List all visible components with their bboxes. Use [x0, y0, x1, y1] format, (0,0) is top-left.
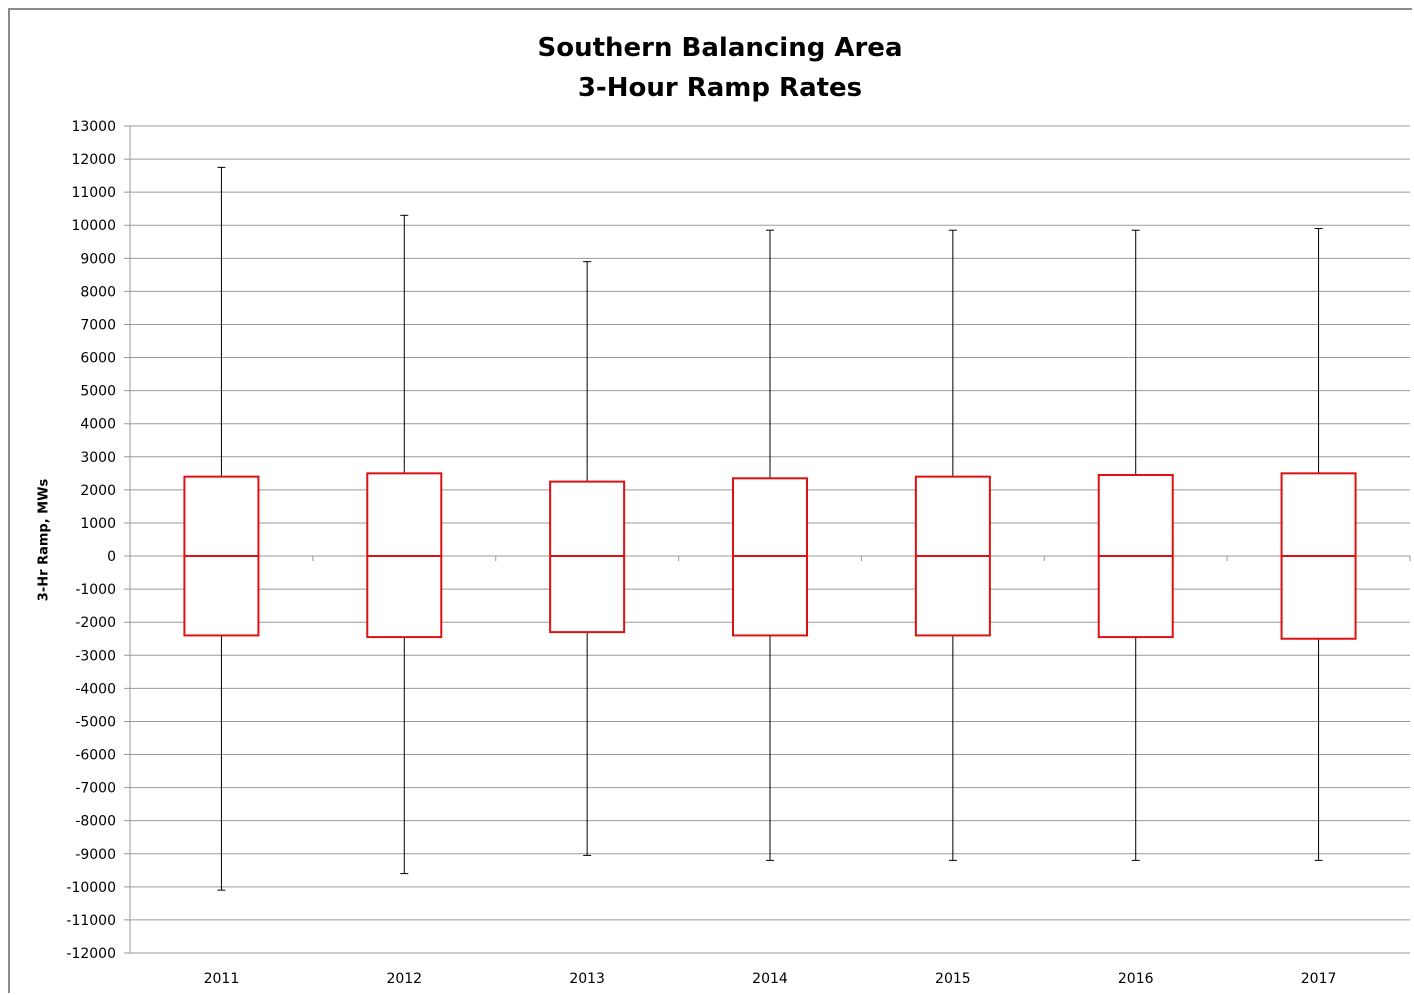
y-tick-label: -6000: [75, 748, 116, 764]
y-tick-label: 2000: [80, 483, 116, 499]
y-tick-label: 10000: [71, 218, 116, 234]
x-tick-label: 2015: [935, 971, 971, 987]
x-tick-label: 2016: [1118, 971, 1154, 987]
y-tick-label: 5000: [80, 384, 116, 400]
y-tick-label: -7000: [75, 781, 116, 797]
y-tick-label: 6000: [80, 351, 116, 367]
y-tick-label: -8000: [75, 814, 116, 830]
y-tick-label: 13000: [71, 119, 116, 135]
y-tick-label: -11000: [66, 913, 116, 929]
y-tick-label: -2000: [75, 615, 116, 631]
x-tick-label: 2013: [569, 971, 605, 987]
y-tick-label: 0: [107, 549, 116, 565]
y-tick-label: 9000: [80, 251, 116, 267]
y-tick-label: 7000: [80, 317, 116, 333]
y-tick-label: -10000: [66, 880, 116, 896]
y-tick-label: -1000: [75, 582, 116, 598]
x-tick-label: 2014: [752, 971, 788, 987]
y-tick-label: -12000: [66, 946, 116, 962]
y-tick-label: -3000: [75, 648, 116, 664]
y-tick-label: 11000: [71, 185, 116, 201]
y-tick-label: -4000: [75, 681, 116, 697]
y-tick-label: -9000: [75, 847, 116, 863]
y-tick-label: 4000: [80, 417, 116, 433]
y-tick-label: 12000: [71, 152, 116, 168]
y-tick-label: 1000: [80, 516, 116, 532]
chart-title: Southern Balancing Area 3-Hour Ramp Rate…: [320, 28, 1120, 108]
y-tick-label: -5000: [75, 714, 116, 730]
chart-title-line-2: 3-Hour Ramp Rates: [577, 73, 863, 103]
chart-title-line-1: Southern Balancing Area: [537, 33, 903, 63]
y-tick-label: 3000: [80, 450, 116, 466]
x-tick-label: 2017: [1301, 971, 1337, 987]
x-tick-label: 2012: [386, 971, 422, 987]
y-tick-label: 8000: [80, 284, 116, 300]
x-tick-label: 2011: [204, 971, 240, 987]
